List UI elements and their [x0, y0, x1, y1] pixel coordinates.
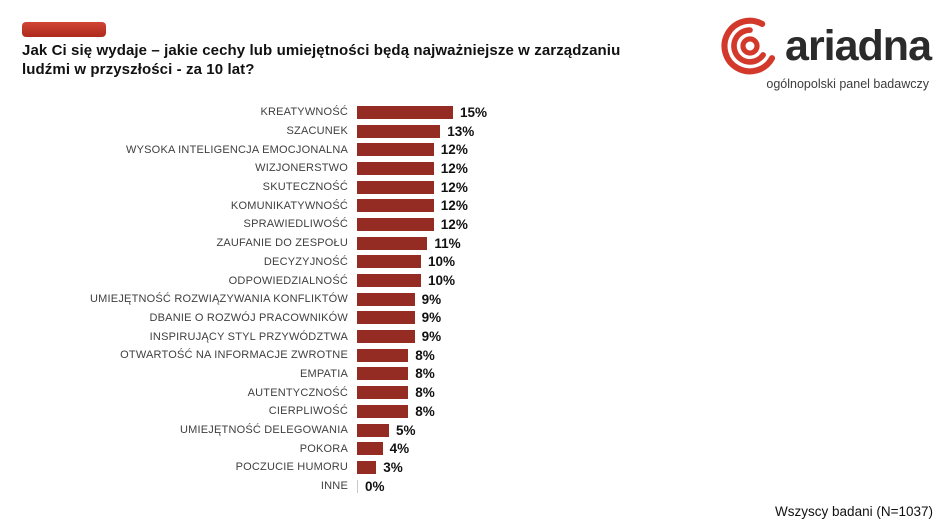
value-label: 12% [440, 216, 468, 232]
category-label: AUTENTYCZNOŚĆ [247, 386, 348, 399]
value-label: 8% [415, 385, 435, 401]
category-label: POKORA [299, 442, 348, 455]
value-label: 3% [383, 459, 403, 475]
category-label: ZAUFANIE DO ZESPOŁU [216, 237, 348, 250]
value-label: 12% [440, 198, 468, 214]
value-label: 8% [415, 403, 435, 419]
category-label: DECYZYJNOŚĆ [263, 255, 348, 268]
accent-bar [22, 22, 106, 37]
value-label: 9% [421, 310, 442, 326]
category-label: WIZJONERSTWO [255, 162, 348, 175]
page-title-line-1: Jak Ci się wydaje – jakie cechy lub umie… [22, 42, 621, 59]
chart-row: OTWARTOŚĆ NA INFORMACJE ZWROTNE 8% [18, 346, 658, 365]
ariadna-wordmark: ariadna [785, 21, 932, 70]
value-label: 8% [415, 347, 435, 363]
chart-row: KREATYWNOŚĆ 15% [18, 103, 658, 122]
ariadna-logo: ariadna ogólnopolski panel badawczy [696, 16, 932, 91]
bar [357, 199, 434, 213]
bar [357, 180, 434, 194]
chart-row: UMIEJĘTNOŚĆ ROZWIĄZYWANIA KONFLIKTÓW 9% [18, 290, 658, 309]
value-label: 11% [434, 235, 461, 251]
category-label: EMPATIA [299, 367, 348, 380]
chart-rows: KREATYWNOŚĆ 15% SZACUNEK 13% WYSOKA INTE… [18, 103, 658, 495]
category-label: DBANIE O ROZWÓJ PRACOWNIKÓW [149, 311, 348, 324]
value-label: 10% [428, 273, 456, 289]
chart-row: ZAUFANIE DO ZESPOŁU 11% [18, 234, 658, 253]
bar [357, 330, 415, 344]
chart-row: INSPIRUJĄCY STYL PRZYWÓDZTWA 9% [18, 327, 658, 346]
bar [357, 367, 409, 381]
value-label: 12% [440, 160, 468, 176]
bar [357, 217, 434, 231]
value-label: 10% [428, 254, 456, 270]
chart-row: DBANIE O ROZWÓJ PRACOWNIKÓW 9% [18, 309, 658, 328]
bar [357, 124, 441, 138]
value-label: 15% [460, 104, 488, 120]
chart-row: AUTENTYCZNOŚĆ 8% [18, 383, 658, 402]
value-label: 9% [421, 291, 442, 307]
bar [357, 386, 409, 400]
chart-row: EMPATIA 8% [18, 365, 658, 384]
category-label: OTWARTOŚĆ NA INFORMACJE ZWROTNE [120, 349, 348, 362]
chart-row: POKORA 4% [18, 439, 658, 458]
chart-row: ODPOWIEDZIALNOŚĆ 10% [18, 271, 658, 290]
category-label: KREATYWNOŚĆ [260, 106, 348, 119]
ariadna-spiral-icon [721, 17, 776, 75]
value-label: 12% [440, 142, 468, 158]
category-label: UMIEJĘTNOŚĆ DELEGOWANIA [180, 424, 348, 437]
chart-row: SPRAWIEDLIWOŚĆ 12% [18, 215, 658, 234]
category-label: INNE [320, 480, 348, 493]
value-label: 12% [440, 179, 468, 195]
category-label: WYSOKA INTELIGENCJA EMOCJONALNA [126, 143, 348, 156]
bar [357, 236, 428, 250]
value-label: 4% [389, 441, 410, 457]
category-label: SKUTECZNOŚĆ [262, 181, 348, 194]
chart-row: UMIEJĘTNOŚĆ DELEGOWANIA 5% [18, 421, 658, 440]
bar [357, 348, 409, 362]
bar [357, 460, 377, 474]
bar [357, 105, 453, 119]
value-label: 8% [415, 366, 435, 382]
page-title: Jak Ci się wydaje – jakie cechy lub umie… [22, 41, 682, 79]
category-label: CIERPLIWOŚĆ [268, 405, 348, 418]
chart-row: WYSOKA INTELIGENCJA EMOCJONALNA 12% [18, 140, 658, 159]
chart-row: KOMUNIKATYWNOŚĆ 12% [18, 196, 658, 215]
page-title-line-2: ludźmi w przyszłości - za 10 lat? [22, 61, 255, 78]
chart-row: POCZUCIE HUMORU 3% [18, 458, 658, 477]
bar [357, 292, 415, 306]
value-label: 0% [365, 478, 385, 494]
category-label: SZACUNEK [286, 125, 348, 138]
chart-row: CIERPLIWOŚĆ 8% [18, 402, 658, 421]
bar [357, 479, 358, 493]
bar [357, 274, 421, 288]
bar [357, 255, 421, 269]
category-label: POCZUCIE HUMORU [235, 461, 348, 474]
bar [357, 404, 409, 418]
chart-row: DECYZYJNOŚĆ 10% [18, 253, 658, 272]
bar [357, 143, 434, 157]
category-label: INSPIRUJĄCY STYL PRZYWÓDZTWA [149, 330, 348, 343]
sample-note: Wszyscy badani (N=1037) [775, 504, 933, 519]
value-label: 13% [447, 123, 475, 139]
category-label: SPRAWIEDLIWOŚĆ [243, 218, 348, 231]
chart-row: WIZJONERSTWO 12% [18, 159, 658, 178]
value-label: 9% [421, 329, 442, 345]
bar [357, 311, 415, 325]
category-label: KOMUNIKATYWNOŚĆ [230, 199, 348, 212]
bar-chart: KREATYWNOŚĆ 15% SZACUNEK 13% WYSOKA INTE… [18, 103, 658, 495]
category-label: ODPOWIEDZIALNOŚĆ [228, 274, 348, 287]
chart-row: SZACUNEK 13% [18, 122, 658, 141]
value-label: 5% [396, 422, 416, 438]
chart-row: INNE 0% [18, 477, 658, 496]
bar [357, 161, 434, 175]
bar [357, 423, 389, 437]
category-label: UMIEJĘTNOŚĆ ROZWIĄZYWANIA KONFLIKTÓW [90, 293, 348, 306]
bar [357, 442, 383, 456]
ariadna-tagline: ogólnopolski panel badawczy [766, 77, 929, 91]
chart-row: SKUTECZNOŚĆ 12% [18, 178, 658, 197]
